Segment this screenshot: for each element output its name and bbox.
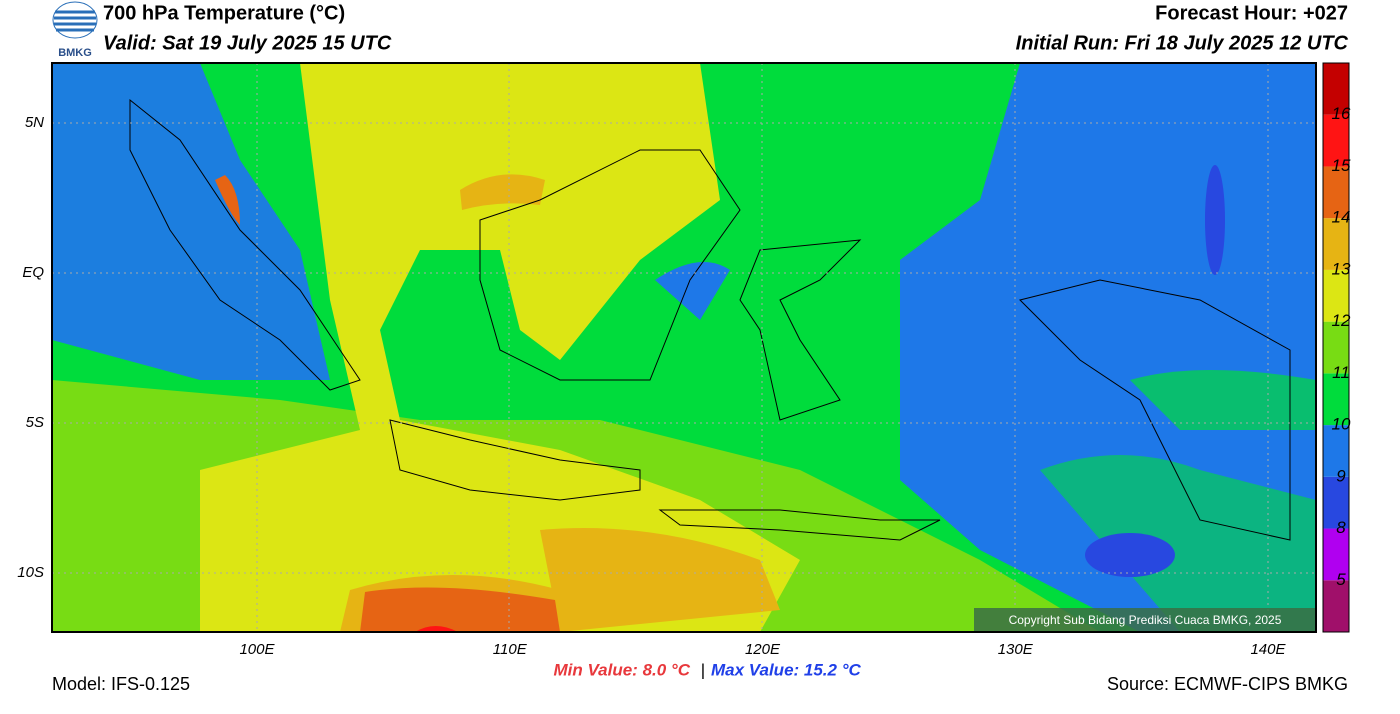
logo: BMKG	[52, 1, 98, 59]
lon-label: 140E	[1250, 641, 1286, 658]
lat-labels: 5N EQ 5S 10S	[17, 114, 44, 581]
colorbar-frame	[1322, 62, 1350, 633]
source: Source: ECMWF-CIPS BMKG	[1107, 674, 1348, 694]
lon-label: 110E	[493, 641, 528, 658]
colorbar-segment	[1323, 218, 1349, 270]
colorbar-segment	[1323, 425, 1349, 477]
colorbar-segment	[1323, 63, 1349, 115]
lon-label: 100E	[239, 641, 275, 658]
max-value: Max Value: 15.2 °C	[711, 660, 862, 679]
valid-time: Valid: Sat 19 July 2025 15 UTC	[103, 32, 392, 54]
colorbar-label: 11	[1332, 363, 1350, 382]
colorbar-segment	[1323, 321, 1349, 374]
colorbar-label: 14	[1332, 208, 1351, 227]
colorbar-label: 15	[1332, 156, 1351, 175]
colorbar-label: 13	[1332, 259, 1351, 278]
colorbar-label: 16	[1332, 104, 1351, 123]
lat-label: 5S	[26, 414, 44, 431]
colorbar-segment	[1323, 476, 1349, 529]
lon-label: 130E	[998, 641, 1034, 658]
lat-label: 5N	[25, 114, 44, 131]
forecast-hour: Forecast Hour: +027	[1155, 2, 1348, 24]
separator: |	[701, 660, 705, 679]
lon-label: 120E	[745, 641, 781, 658]
colorbar-label: 12	[1332, 311, 1351, 330]
colorbar-segment	[1323, 528, 1349, 581]
lat-label: 10S	[17, 564, 44, 581]
colorbar-label: 10	[1332, 415, 1351, 434]
model: Model: IFS-0.125	[52, 674, 190, 694]
colorbar-segment	[1323, 580, 1349, 632]
map-frame	[51, 62, 1317, 633]
colorbar-segment	[1323, 166, 1349, 219]
min-value: Min Value: 8.0 °C	[553, 660, 690, 679]
colorbar-label: 9	[1336, 466, 1346, 485]
title: 700 hPa Temperature (°C)	[103, 2, 345, 24]
colorbar-segment	[1323, 114, 1349, 167]
colorbar-segment	[1323, 269, 1349, 322]
logo-text: BMKG	[58, 47, 92, 59]
lat-label: EQ	[22, 264, 44, 281]
colorbar-label: 8	[1336, 518, 1346, 537]
lon-labels: 100E 110E 120E 130E 140E	[239, 641, 1286, 658]
colorbar-segment	[1323, 373, 1349, 426]
map-field: Copyright Sub Bidang Prediksi Cuaca BMKG…	[52, 63, 1316, 632]
copyright: Copyright Sub Bidang Prediksi Cuaca BMKG…	[1009, 613, 1282, 627]
colorbar-label: 5	[1336, 570, 1346, 589]
initial-run: Initial Run: Fri 18 July 2025 12 UTC	[1016, 32, 1349, 54]
colorbar: 5 8 9 10 11 12 13 14 15 16	[1322, 62, 1351, 633]
